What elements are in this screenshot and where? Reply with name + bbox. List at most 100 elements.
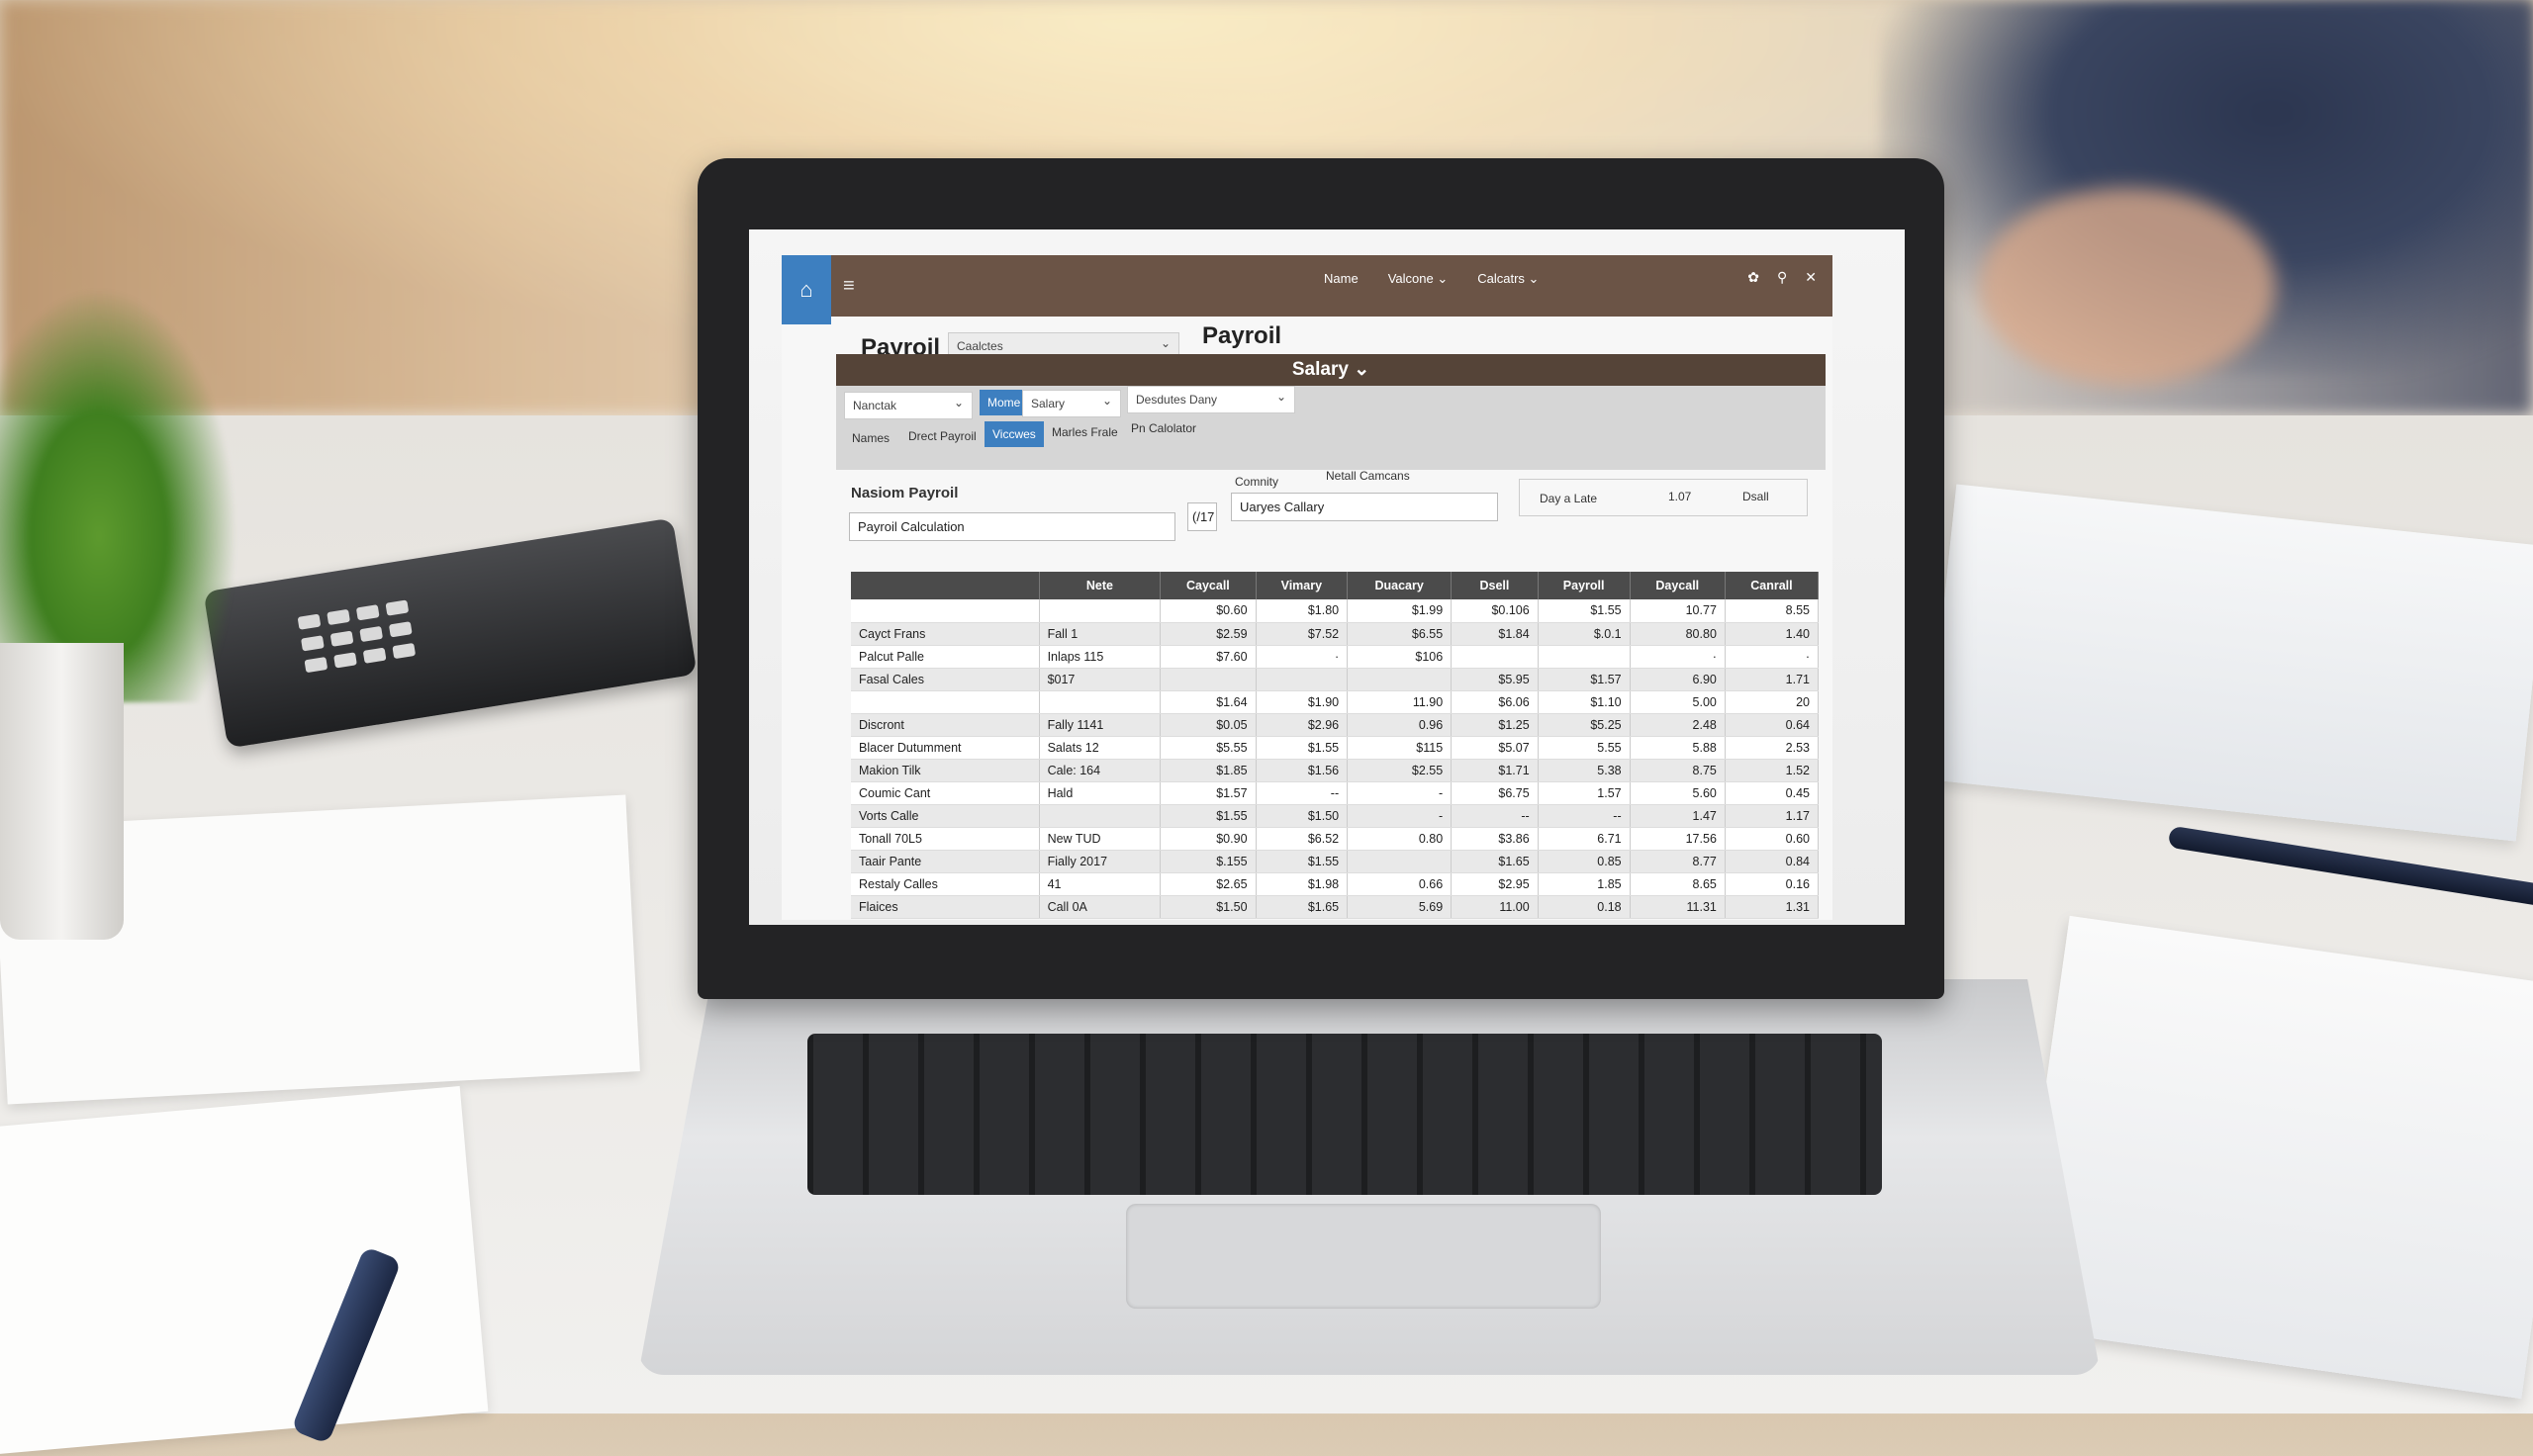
table-cell: $.155 (1160, 850, 1257, 873)
table-cell: Fall 1 (1039, 622, 1162, 646)
table-row[interactable]: Palcut Palle Inlaps 115 $7.60 · $106 · · (851, 645, 1820, 669)
table-cell: Fasal Cales (851, 668, 1040, 691)
table-cell: $5.25 (1538, 713, 1631, 737)
table-row[interactable]: Fasal Cales $017 $5.95 $1.57 6.90 1.71 (851, 668, 1820, 691)
table-cell: 0.18 (1538, 895, 1631, 919)
table-cell: Blacer Dutumment (851, 736, 1040, 760)
table-cell: 1.71 (1725, 668, 1820, 691)
deductions-dropdown[interactable]: Desdutes Dany (1127, 386, 1295, 413)
community-dropdown[interactable]: Uaryes Callary (1231, 493, 1498, 521)
table-cell: $017 (1039, 668, 1162, 691)
table-row[interactable]: Discront Fally 1141 $0.05 $2.96 0.96 $1.25 $5.… (851, 713, 1820, 737)
table-cell: 1.17 (1725, 804, 1820, 828)
hamburger-icon[interactable]: ≡ (843, 275, 855, 297)
tab-viccwes[interactable]: Viccwes (985, 421, 1044, 447)
column-header[interactable] (851, 572, 1040, 599)
dsall-label: Dsall (1742, 490, 1769, 503)
column-header[interactable]: Canrall (1725, 572, 1820, 599)
titlebar: ⌂ ≡ Name Valcone ⌄ Calcatrs ⌄ ✿ ⚲ ✕ (782, 255, 1832, 324)
table-cell: $1.50 (1160, 895, 1257, 919)
table-cell: $7.52 (1256, 622, 1349, 646)
salary-dropdown-bar[interactable]: Salary ⌄ (836, 354, 1826, 386)
column-header[interactable]: Payroll (1538, 572, 1631, 599)
table-cell: $1.84 (1451, 622, 1539, 646)
table-cell (1039, 690, 1162, 714)
table-row[interactable]: Vorts Calle $1.55 $1.50- -- -- 1.47 1.17 (851, 804, 1820, 828)
nav-name[interactable]: Name (1324, 271, 1359, 286)
details-fieldset: Day a Late 1.07 Dsall (1519, 479, 1808, 516)
column-header[interactable]: Nete (1039, 572, 1162, 599)
column-header[interactable]: Vimary (1256, 572, 1349, 599)
table-row[interactable]: $1.64 $1.90 11.90 $6.06 $1.10 5.00 20 (851, 690, 1820, 714)
table-row[interactable]: Taair Pante Fially 2017 $.155 $1.55 $1.65 0.8… (851, 850, 1820, 873)
tab-direct-payroll[interactable]: Drect Payroil (908, 429, 977, 443)
table-cell: 8.65 (1630, 872, 1726, 896)
table-row[interactable]: Flaices Call 0A $1.50 $1.65 5.69 11.00 0.18 11.… (851, 895, 1820, 919)
table-cell (1451, 645, 1539, 669)
payroll-table: Nete Caycall Vimary Duacary Dsell Payroll Dayc… (851, 572, 1820, 919)
table-cell: $2.95 (1451, 872, 1539, 896)
table-cell: $0.106 (1451, 599, 1539, 623)
table-cell: 11.00 (1451, 895, 1539, 919)
table-cell: 11.90 (1347, 690, 1453, 714)
table-cell: 1.31 (1725, 895, 1820, 919)
table-cell: -- (1538, 804, 1631, 828)
table-cell: 8.75 (1630, 759, 1726, 782)
table-row[interactable]: Restaly Calles 41 $2.65 $1.98 0.66 $2.95 1.85 8… (851, 872, 1820, 896)
table-cell: $6.75 (1451, 781, 1539, 805)
table-cell: · (1630, 645, 1726, 669)
table-cell (1160, 668, 1257, 691)
mome-button[interactable]: Mome (980, 390, 1029, 415)
report-documents (1924, 484, 2533, 842)
table-cell: $106 (1347, 645, 1453, 669)
gear-icon[interactable]: ✿ (1747, 269, 1759, 285)
community-label: Comnity (1235, 475, 1279, 489)
table-cell: $.0.1 (1538, 622, 1631, 646)
home-icon[interactable]: ⌂ (782, 255, 831, 324)
table-row[interactable]: Makion Tilk Cale: 164 $1.85 $1.56 $2.55 $1.71… (851, 759, 1820, 782)
column-header[interactable]: Caycall (1160, 572, 1257, 599)
table-cell: $5.95 (1451, 668, 1539, 691)
column-header[interactable]: Duacary (1347, 572, 1453, 599)
table-cell: 0.16 (1725, 872, 1820, 896)
table-cell: Taair Pante (851, 850, 1040, 873)
table-row[interactable]: Coumic Cant Hald $1.57 -- - $6.75 1.57 5.60 0.45 (851, 781, 1820, 805)
table-cell: Cayct Frans (851, 622, 1040, 646)
close-icon[interactable]: ✕ (1805, 269, 1817, 285)
table-row[interactable]: Tonall 70L5 New TUD $0.90 $6.52 0.80 $3.86 6.7… (851, 827, 1820, 851)
tab-names[interactable]: Names (852, 431, 891, 445)
table-row[interactable]: Blacer Dutumment Salats 12 $5.55 $1.55 $115 $… (851, 736, 1820, 760)
table-row[interactable]: Cayct Frans Fall 1 $2.59 $7.52 $6.55 $1.84 $.0… (851, 622, 1820, 646)
table-cell: $1.64 (1160, 690, 1257, 714)
table-cell: Tonall 70L5 (851, 827, 1040, 851)
table-cell: 1.85 (1538, 872, 1631, 896)
tab-calculator[interactable]: Pn Calolator (1131, 421, 1197, 435)
table-cell: $2.59 (1160, 622, 1257, 646)
pin-icon[interactable]: ⚲ (1777, 269, 1788, 285)
table-cell: 2.53 (1725, 736, 1820, 760)
table-cell: New TUD (1039, 827, 1162, 851)
count-box[interactable]: (/17 (1187, 502, 1217, 531)
column-header[interactable]: Daycall (1630, 572, 1726, 599)
table-cell: $2.96 (1256, 713, 1349, 737)
nanctak-dropdown[interactable]: Nanctak (844, 392, 973, 419)
page-title-secondary: Payroil (1202, 322, 1282, 349)
table-cell: 0.60 (1725, 827, 1820, 851)
payroll-calculation-dropdown[interactable]: Payroil Calculation (849, 512, 1175, 541)
nav-calcatrs[interactable]: Calcatrs ⌄ (1477, 271, 1540, 286)
nav-valcone[interactable]: Valcone ⌄ (1387, 271, 1449, 286)
column-header[interactable]: Dsell (1451, 572, 1539, 599)
day-late-value[interactable]: 1.07 (1668, 490, 1692, 503)
table-cell: 0.45 (1725, 781, 1820, 805)
table-cell: 1.52 (1725, 759, 1820, 782)
toolbar: Nanctak Mome Salary Desdutes Dany Names … (836, 386, 1826, 470)
table-cell: 11.31 (1630, 895, 1726, 919)
table-cell: $1.57 (1538, 668, 1631, 691)
tab-marles-frale[interactable]: Marles Frale (1052, 425, 1118, 439)
table-cell: Inlaps 115 (1039, 645, 1162, 669)
table-cell: - (1347, 781, 1453, 805)
table-cell: $1.90 (1256, 690, 1349, 714)
table-row[interactable]: $0.60 $1.80 $1.99 $0.106 $1.55 10.77 8.55 (851, 599, 1820, 623)
table-cell: 0.96 (1347, 713, 1453, 737)
salary-dropdown[interactable]: Salary (1022, 390, 1121, 417)
